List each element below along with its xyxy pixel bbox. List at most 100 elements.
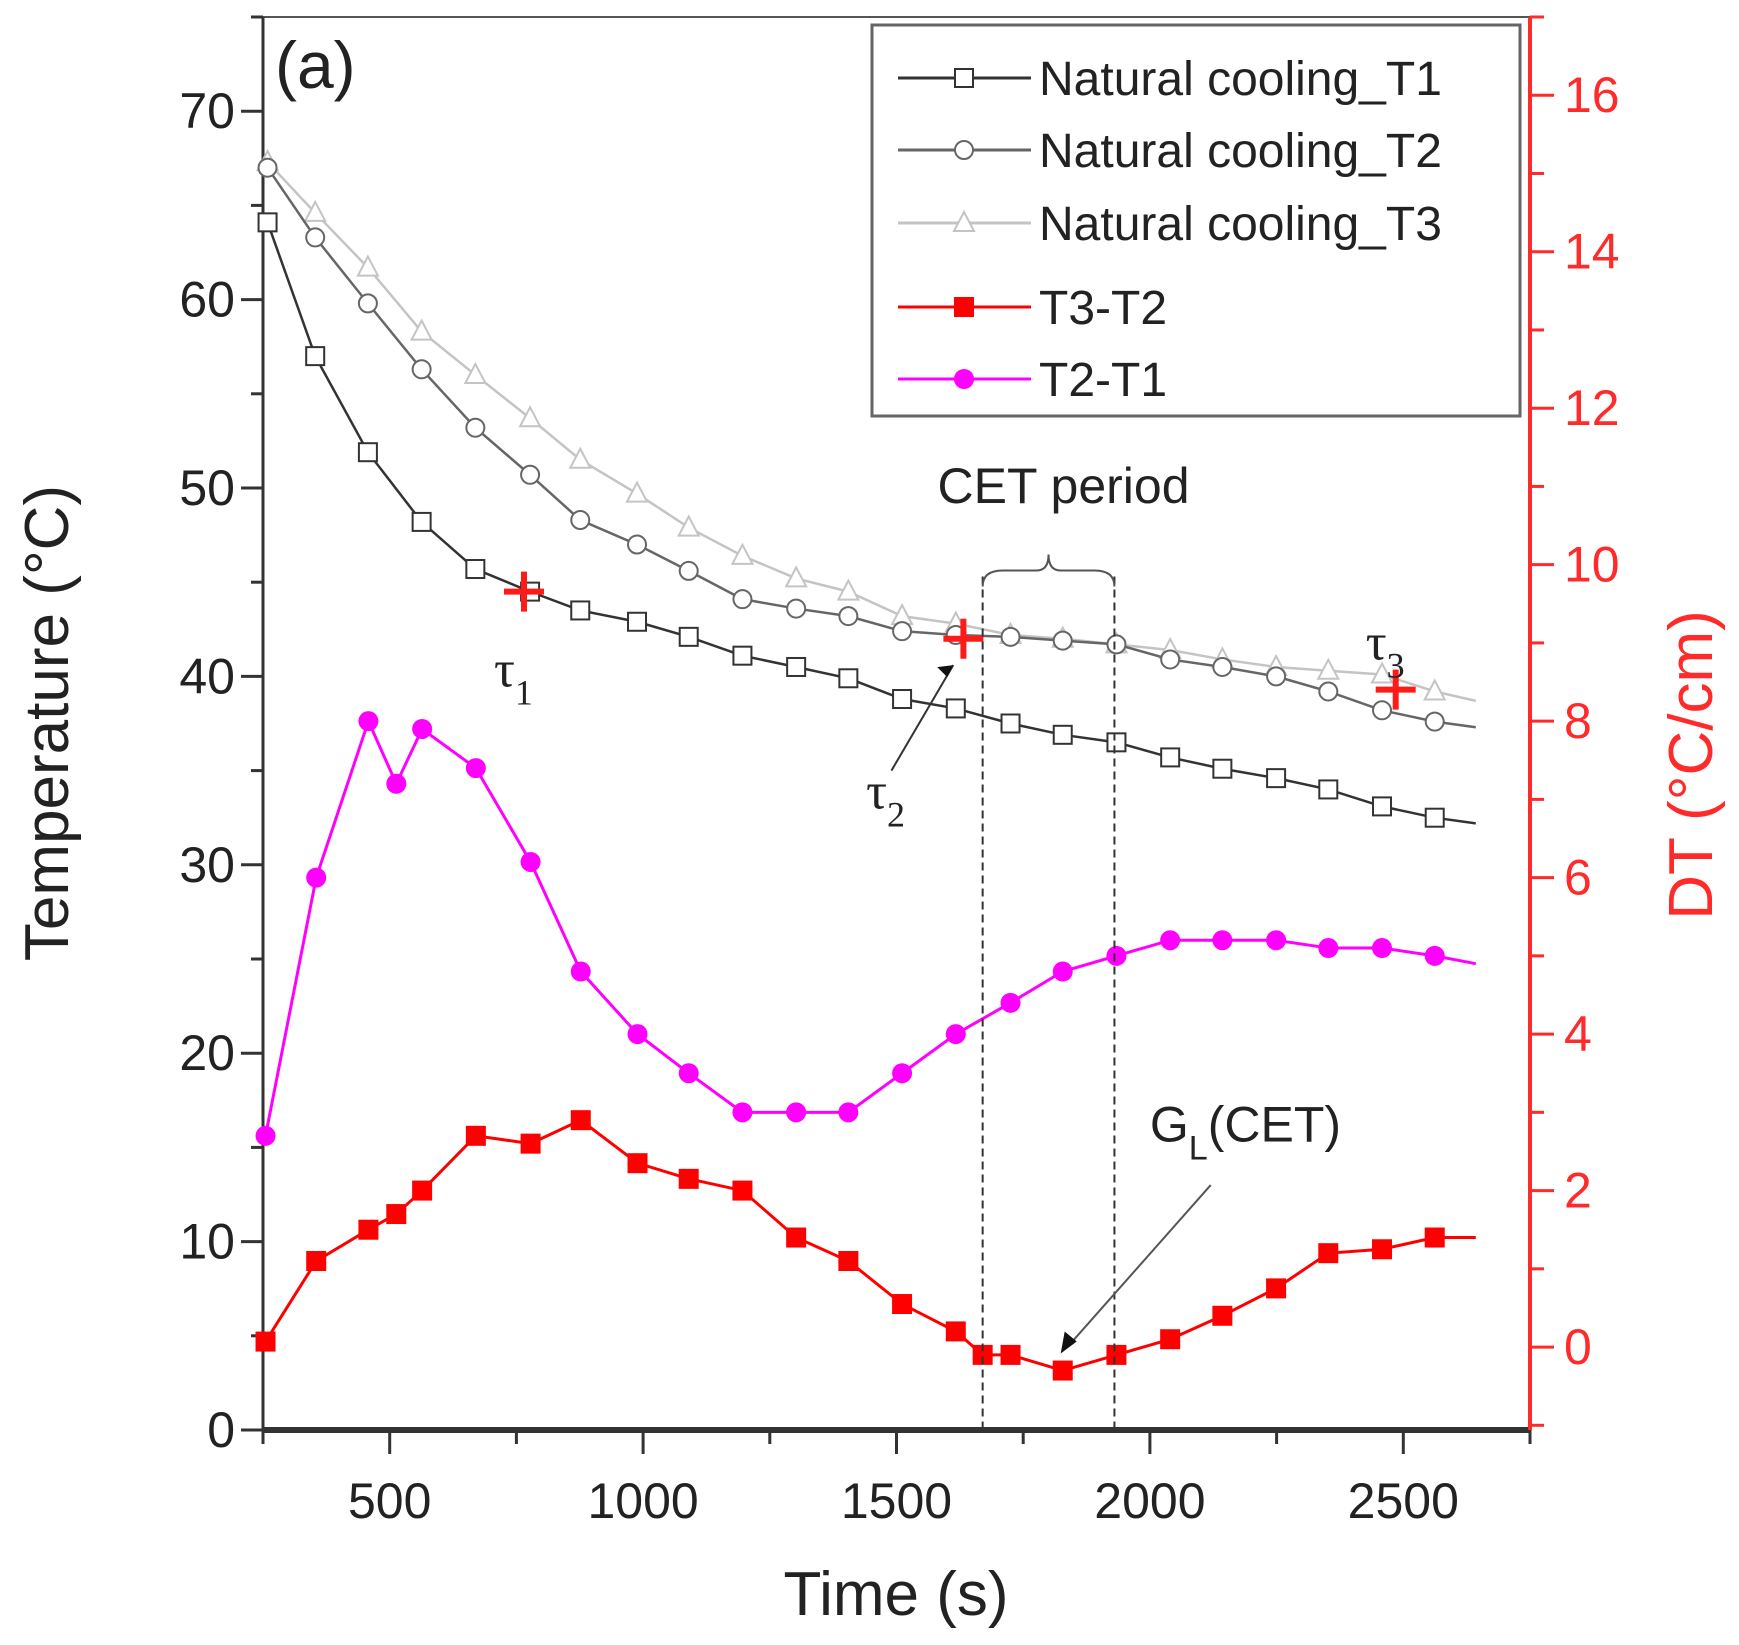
x-tick-label: 2500 <box>1348 1473 1459 1529</box>
legend-label: Natural cooling_T3 <box>1039 198 1442 251</box>
gl-cet-arrowhead <box>1060 1331 1077 1354</box>
data-point-natural-cooling-t2 <box>892 621 913 642</box>
data-point-natural-cooling-t1 <box>678 626 699 647</box>
tau2-marker <box>943 618 984 659</box>
data-point-t2-t1 <box>1106 945 1127 966</box>
tau2-arrow <box>890 664 955 772</box>
tau3-marker <box>1375 669 1416 710</box>
data-point-natural-cooling-t2 <box>1318 681 1339 702</box>
x-tick-label: 500 <box>348 1473 431 1529</box>
data-point-t2-t1 <box>732 1102 753 1123</box>
data-point-t2-t1 <box>386 773 407 794</box>
data-point-t2-t1 <box>306 867 327 888</box>
y2-axis-title: DT (°C/cm) <box>1657 610 1726 920</box>
data-point-t2-t1 <box>358 711 379 732</box>
data-point-natural-cooling-t3 <box>356 254 380 277</box>
data-point-t3-t2 <box>1160 1329 1181 1350</box>
data-point-t2-t1 <box>1000 992 1021 1013</box>
data-point-t3-t2 <box>972 1344 993 1365</box>
data-point-natural-cooling-t3 <box>463 361 488 384</box>
data-point-natural-cooling-t2 <box>257 157 278 178</box>
y-axis-title: Temperature (°C) <box>13 485 82 961</box>
data-point-natural-cooling-t2 <box>786 598 807 619</box>
data-point-t2-t1 <box>678 1063 699 1084</box>
data-point-t3-t2 <box>627 1153 648 1174</box>
y-tick-label: 70 <box>179 83 235 139</box>
data-point-natural-cooling-t3 <box>730 542 755 565</box>
data-point-natural-cooling-t3 <box>303 199 327 222</box>
y-tick-label: 20 <box>179 1025 235 1081</box>
data-point-natural-cooling-t1 <box>1000 713 1021 734</box>
tau3-label: τ3 <box>1366 615 1405 686</box>
y2-tick-label: 6 <box>1564 850 1592 906</box>
legend-label: Natural cooling_T2 <box>1039 125 1442 178</box>
y2-tick-label: 0 <box>1564 1319 1592 1375</box>
data-point-natural-cooling-t1 <box>1266 768 1287 789</box>
data-point-t3-t2 <box>386 1204 407 1225</box>
y2-tick-label: 8 <box>1564 693 1592 749</box>
legend-marker <box>954 68 974 88</box>
tau1-label: τ1 <box>494 642 533 713</box>
data-point-natural-cooling-t2 <box>411 359 432 380</box>
data-point-natural-cooling-t3 <box>677 514 701 537</box>
data-point-natural-cooling-t3 <box>836 578 861 601</box>
data-point-natural-cooling-t1 <box>357 442 378 463</box>
data-point-natural-cooling-t2 <box>678 560 699 581</box>
data-point-natural-cooling-t2 <box>1266 666 1287 687</box>
data-point-natural-cooling-t1 <box>1372 796 1393 817</box>
data-point-natural-cooling-t1 <box>1160 747 1181 768</box>
data-point-t3-t2 <box>838 1251 859 1272</box>
data-point-natural-cooling-t1 <box>411 511 432 532</box>
series-line-t3-t2 <box>264 1118 1476 1373</box>
data-point-natural-cooling-t1 <box>945 698 966 719</box>
data-point-t2-t1 <box>520 851 541 872</box>
data-point-t2-t1 <box>1372 938 1393 959</box>
tau1-marker <box>504 571 545 612</box>
y2-tick-label: 4 <box>1564 1006 1592 1062</box>
data-point-natural-cooling-t1 <box>570 600 591 621</box>
data-point-t2-t1 <box>786 1102 807 1123</box>
data-point-t3-t2 <box>465 1125 486 1146</box>
data-point-natural-cooling-t2 <box>627 534 648 555</box>
data-point-t2-t1 <box>838 1102 859 1123</box>
data-point-t2-t1 <box>465 758 486 779</box>
tau2-arrowhead <box>937 665 954 678</box>
data-point-natural-cooling-t1 <box>257 212 278 233</box>
data-point-t3-t2 <box>678 1168 699 1189</box>
legend-label: Natural cooling_T1 <box>1039 53 1442 106</box>
data-point-natural-cooling-t1 <box>1106 732 1127 753</box>
data-point-natural-cooling-t2 <box>732 589 753 610</box>
data-point-natural-cooling-t3 <box>784 565 808 588</box>
gl-cet-arrow <box>1067 1184 1212 1347</box>
plot-area: 500 1000 1500 2000 2500 0 10 20 30 40 50 60 70 0 2 4 6 8 1… <box>179 15 1620 1529</box>
data-point-t2-t1 <box>412 718 433 739</box>
data-point-t2-t1 <box>945 1024 966 1045</box>
data-point-natural-cooling-t1 <box>786 656 807 677</box>
data-point-t2-t1 <box>255 1125 276 1146</box>
data-point-natural-cooling-t2 <box>1052 630 1073 651</box>
data-point-natural-cooling-t1 <box>1212 758 1233 779</box>
data-point-t3-t2 <box>732 1180 753 1201</box>
data-point-natural-cooling-t2 <box>1424 711 1445 732</box>
x-tick-label: 2000 <box>1094 1473 1205 1529</box>
data-point-natural-cooling-t2 <box>838 606 859 627</box>
legend-marker <box>952 209 976 232</box>
y2-tick-label: 10 <box>1564 537 1620 593</box>
data-point-t3-t2 <box>786 1227 807 1248</box>
data-point-t2-t1 <box>570 961 591 982</box>
data-point-t3-t2 <box>1212 1305 1233 1326</box>
y2-tick-label: 2 <box>1564 1163 1592 1219</box>
y-tick-label: 40 <box>179 648 235 704</box>
data-point-t2-t1 <box>1266 930 1287 951</box>
y2-tick-label: 12 <box>1564 380 1620 436</box>
data-point-natural-cooling-t1 <box>1318 779 1339 800</box>
data-point-natural-cooling-t3 <box>1316 657 1340 680</box>
data-point-t3-t2 <box>412 1180 433 1201</box>
data-point-natural-cooling-t2 <box>357 293 378 314</box>
data-point-t3-t2 <box>306 1251 327 1272</box>
data-point-natural-cooling-t2 <box>465 417 486 438</box>
data-point-natural-cooling-t2 <box>1160 649 1181 670</box>
gl-cet-label: GL(CET) <box>1150 1097 1341 1168</box>
data-point-t3-t2 <box>892 1294 913 1315</box>
data-point-t3-t2 <box>1318 1243 1339 1264</box>
